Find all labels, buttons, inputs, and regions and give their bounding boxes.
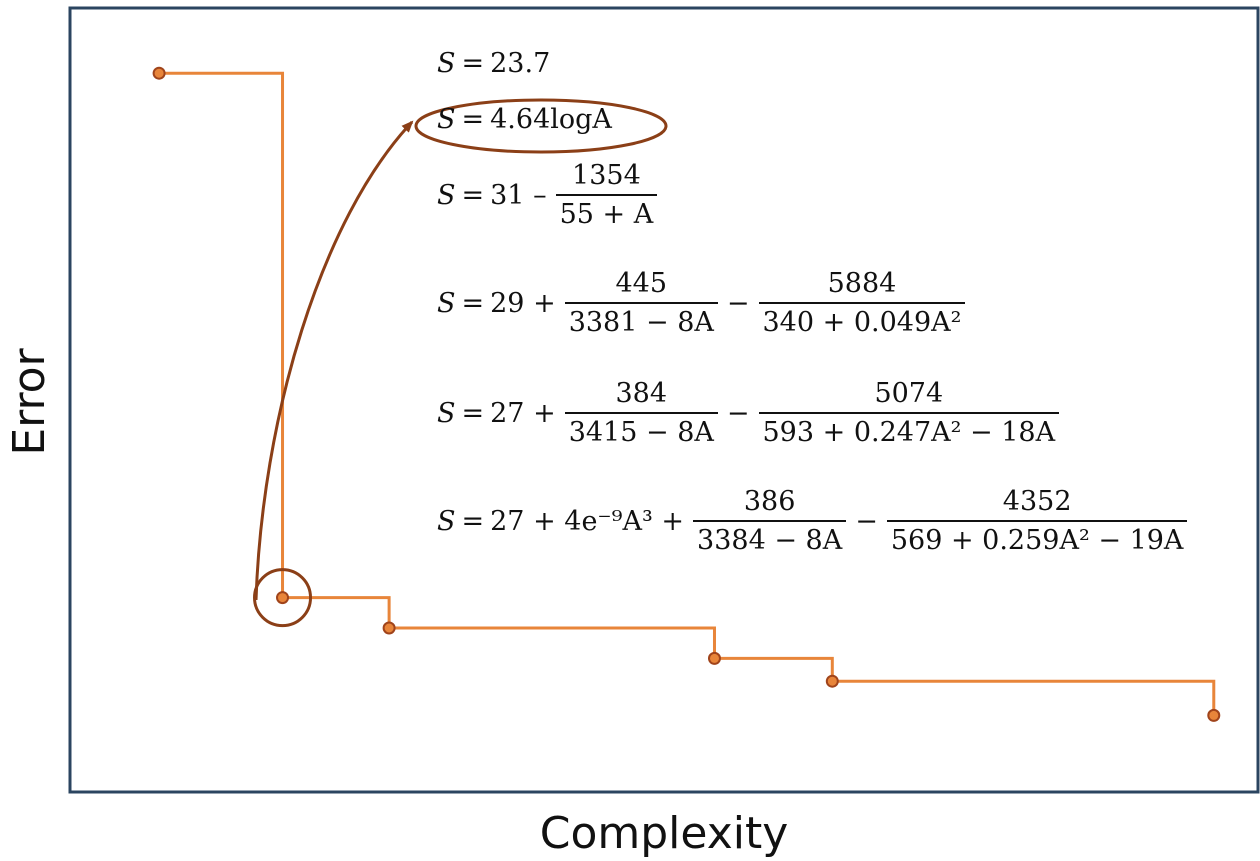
equation-lhs: S bbox=[437, 397, 456, 429]
equation-term: − bbox=[855, 505, 878, 537]
equation-2: S = 4.64logA bbox=[434, 104, 615, 135]
fraction: 4352 569 + 0.259A² − 19A bbox=[886, 486, 1188, 556]
equals-sign: = bbox=[461, 397, 485, 429]
fraction-numerator: 1354 bbox=[572, 160, 641, 191]
equals-sign: = bbox=[461, 505, 485, 537]
fraction-numerator: 4352 bbox=[1002, 486, 1072, 517]
equation-lhs: S bbox=[437, 179, 456, 211]
equation-lhs: S bbox=[437, 287, 456, 319]
equation-1: S = 23.7 bbox=[434, 48, 553, 79]
step-segment-2 bbox=[282, 596, 391, 628]
x-axis-label: Complexity bbox=[540, 808, 789, 859]
equation-4: S = 29 +445 3381 − 8A −5884 340 + 0.049A² bbox=[434, 268, 971, 338]
fraction-numerator: 386 bbox=[743, 486, 796, 517]
fraction-numerator: 5074 bbox=[874, 378, 944, 409]
fraction-denominator: 55 + A bbox=[555, 194, 658, 230]
fraction: 5074 593 + 0.247A² − 18A bbox=[758, 378, 1060, 448]
data-point-5 bbox=[825, 674, 839, 688]
data-point-3 bbox=[382, 621, 396, 635]
equals-sign: = bbox=[461, 48, 485, 79]
equation-term: 31 – bbox=[490, 179, 547, 211]
fraction-denominator: 340 + 0.049A² bbox=[758, 302, 966, 338]
data-point-2 bbox=[276, 591, 290, 605]
equation-3: S = 31 –1354 55 + A bbox=[434, 160, 663, 230]
data-point-1 bbox=[152, 66, 166, 80]
equation-term: 29 + bbox=[490, 287, 556, 319]
equation-lhs: S bbox=[437, 505, 456, 537]
data-point-6 bbox=[1207, 708, 1221, 722]
plot-frame bbox=[68, 6, 1260, 794]
fraction-numerator: 445 bbox=[615, 268, 668, 299]
fraction-numerator: 5884 bbox=[827, 268, 897, 299]
fraction-denominator: 3415 − 8A bbox=[564, 412, 718, 448]
fraction-numerator: 384 bbox=[615, 378, 668, 409]
fraction: 1354 55 + A bbox=[555, 160, 658, 230]
equation-term: − bbox=[726, 397, 750, 429]
fraction-denominator: 3384 − 8A bbox=[693, 520, 847, 556]
equation-term: 23.7 bbox=[490, 48, 551, 79]
data-point-4 bbox=[707, 651, 721, 665]
fraction-denominator: 569 + 0.259A² − 19A bbox=[886, 520, 1188, 556]
fraction-denominator: 593 + 0.247A² − 18A bbox=[758, 412, 1060, 448]
fraction-denominator: 3381 − 8A bbox=[564, 302, 718, 338]
equation-term: 27 + 4e⁻⁹A³ + bbox=[490, 505, 685, 537]
equals-sign: = bbox=[461, 287, 485, 319]
equation-term: − bbox=[726, 287, 750, 319]
equation-6: S = 27 + 4e⁻⁹A³ +386 3384 − 8A −4352 569 + 0.… bbox=[434, 486, 1193, 556]
equals-sign: = bbox=[461, 179, 485, 211]
highlight-point-ring bbox=[253, 568, 313, 628]
callout-arrow bbox=[254, 120, 414, 601]
equation-lhs: S bbox=[437, 104, 456, 135]
y-axis-label: Error bbox=[4, 347, 55, 455]
equation-term: 27 + bbox=[490, 397, 556, 429]
step-segment-5 bbox=[832, 679, 1216, 716]
fraction: 384 3415 − 8A bbox=[564, 378, 718, 448]
fraction: 386 3384 − 8A bbox=[693, 486, 847, 556]
fraction: 445 3381 − 8A bbox=[564, 268, 718, 338]
step-segment-3 bbox=[389, 626, 716, 659]
equation-lhs: S bbox=[437, 48, 456, 79]
step-segment-1 bbox=[159, 71, 285, 598]
highlight-equation-ellipse bbox=[414, 98, 668, 154]
equation-term: 4.64logA bbox=[490, 104, 612, 135]
equation-5: S = 27 +384 3415 − 8A −5074 593 + 0.247A² − 1… bbox=[434, 378, 1065, 448]
equals-sign: = bbox=[461, 104, 485, 135]
fraction: 5884 340 + 0.049A² bbox=[758, 268, 966, 338]
step-segment-4 bbox=[714, 656, 834, 682]
